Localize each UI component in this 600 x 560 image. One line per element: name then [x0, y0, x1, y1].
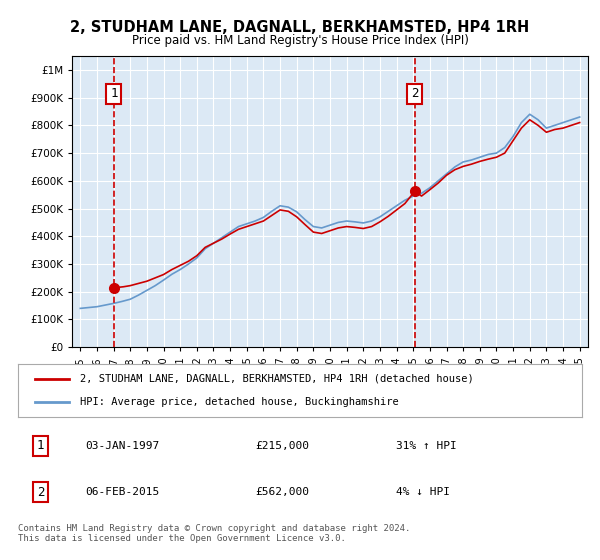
Text: 2: 2	[411, 87, 418, 100]
Text: Contains HM Land Registry data © Crown copyright and database right 2024.
This d: Contains HM Land Registry data © Crown c…	[18, 524, 410, 543]
Text: 31% ↑ HPI: 31% ↑ HPI	[396, 441, 457, 451]
Text: 1: 1	[110, 87, 118, 100]
Text: 2, STUDHAM LANE, DAGNALL, BERKHAMSTED, HP4 1RH (detached house): 2, STUDHAM LANE, DAGNALL, BERKHAMSTED, H…	[80, 374, 474, 384]
Text: 2: 2	[37, 486, 44, 498]
Text: Price paid vs. HM Land Registry's House Price Index (HPI): Price paid vs. HM Land Registry's House …	[131, 34, 469, 46]
Text: 4% ↓ HPI: 4% ↓ HPI	[396, 487, 450, 497]
Text: £215,000: £215,000	[255, 441, 309, 451]
Text: 2, STUDHAM LANE, DAGNALL, BERKHAMSTED, HP4 1RH: 2, STUDHAM LANE, DAGNALL, BERKHAMSTED, H…	[70, 20, 530, 35]
Text: £562,000: £562,000	[255, 487, 309, 497]
Text: 1: 1	[37, 440, 44, 452]
Text: HPI: Average price, detached house, Buckinghamshire: HPI: Average price, detached house, Buck…	[80, 397, 399, 407]
Text: 03-JAN-1997: 03-JAN-1997	[86, 441, 160, 451]
Text: 06-FEB-2015: 06-FEB-2015	[86, 487, 160, 497]
